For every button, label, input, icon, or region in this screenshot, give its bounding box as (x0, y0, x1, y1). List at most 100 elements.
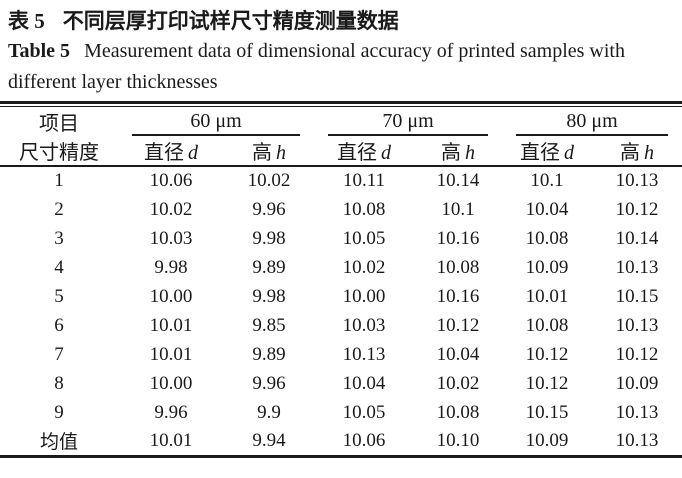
row-label: 7 (54, 343, 64, 365)
table-row: 3 10.03 9.98 10.05 10.16 10.08 10.14 (0, 224, 682, 253)
data-cell: 10.06 (149, 170, 193, 191)
data-cell: 9.98 (252, 227, 286, 249)
table-row: 2 10.02 9.96 10.08 10.1 10.04 10.12 (0, 195, 682, 224)
col-header-symbol: h (644, 142, 654, 164)
data-cell: 10.12 (525, 343, 569, 365)
col-header-symbol: h (465, 142, 475, 164)
col-header-symbol: d (381, 142, 391, 164)
row-label: 8 (54, 372, 64, 394)
row-label: 9 (54, 401, 64, 423)
data-cell: 10.02 (436, 372, 480, 394)
data-cell: 10.09 (525, 429, 569, 451)
data-cell: 9.98 (154, 256, 188, 278)
data-cell: 10.03 (149, 227, 193, 249)
data-cell: 10.16 (436, 227, 480, 249)
col-header-symbol: d (564, 142, 574, 164)
group-header-row: 项目 60 μm 70 μm 80 μm (0, 107, 682, 136)
data-cell: 10.06 (342, 429, 386, 451)
row-label: 均值 (39, 432, 78, 454)
data-cell: 10.12 (436, 314, 480, 336)
data-cell: 10.1 (441, 198, 475, 220)
data-cell: 10.09 (525, 256, 569, 278)
data-cell: 10.11 (342, 170, 386, 191)
table-row: 9 9.96 9.9 10.05 10.08 10.15 10.13 (0, 398, 682, 427)
data-cell: 10.12 (615, 343, 659, 365)
col-header-text: 高 (441, 142, 461, 164)
caption-zh-label: 表 5 (8, 9, 45, 33)
data-cell: 10.00 (149, 372, 193, 394)
data-cell: 10.01 (149, 314, 193, 336)
data-cell: 9.96 (154, 401, 188, 423)
data-cell: 10.12 (525, 372, 569, 394)
caption-en-label: Table 5 (8, 40, 71, 62)
table-row: 6 10.01 9.85 10.03 10.12 10.08 10.13 (0, 311, 682, 340)
group-header-60um: 60 μm (118, 107, 314, 136)
col-header-text: 直径 (144, 142, 184, 164)
row-label: 6 (54, 314, 64, 336)
data-cell: 10.02 (342, 256, 386, 278)
col-header-text: 高 (252, 142, 272, 164)
row-label: 1 (54, 170, 64, 191)
data-cell: 10.13 (615, 314, 659, 336)
row-label: 4 (54, 256, 64, 278)
data-cell: 10.00 (342, 285, 386, 307)
data-cell: 9.89 (252, 343, 286, 365)
col-header-symbol: d (188, 142, 198, 164)
table-body: 1 10.06 10.02 10.11 10.14 10.1 10.13 2 1… (0, 166, 682, 456)
caption-en-text: Measurement data of dimensional accuracy… (84, 40, 625, 62)
data-cell: 9.94 (252, 429, 286, 451)
data-cell: 10.12 (615, 198, 659, 220)
table-row: 1 10.06 10.02 10.11 10.14 10.1 10.13 (0, 166, 682, 195)
data-cell: 10.08 (525, 314, 569, 336)
data-cell: 10.13 (615, 429, 659, 451)
table-row: 7 10.01 9.89 10.13 10.04 10.12 10.12 (0, 340, 682, 369)
data-cell: 10.14 (436, 170, 480, 191)
row-label: 5 (54, 285, 64, 307)
data-cell: 10.08 (436, 256, 480, 278)
data-cell: 10.13 (342, 343, 386, 365)
data-cell: 10.03 (342, 314, 386, 336)
data-cell: 10.13 (615, 256, 659, 278)
col-header-text: 高 (620, 142, 640, 164)
col-header-symbol: h (276, 142, 286, 164)
data-cell: 10.13 (615, 401, 659, 423)
corner-header-top: 项目 (39, 113, 79, 135)
col-header-diameter-70: 直径 d (314, 136, 414, 167)
group-label-80um: 80 μm (516, 110, 668, 136)
data-cell: 10.15 (615, 285, 659, 307)
caption-en-line2: different layer thicknesses (8, 71, 218, 93)
data-cell: 9.89 (252, 256, 286, 278)
data-cell: 10.08 (342, 198, 386, 220)
caption-zh: 表 5 不同层厚打印试样尺寸精度测量数据 (8, 8, 682, 34)
data-cell: 10.01 (149, 429, 193, 451)
col-header-text: 直径 (337, 142, 377, 164)
group-header-70um: 70 μm (314, 107, 502, 136)
data-cell: 9.98 (252, 285, 286, 307)
data-cell: 10.05 (342, 401, 386, 423)
data-cell: 9.85 (252, 314, 286, 336)
row-label: 3 (54, 227, 64, 249)
group-label-60um: 60 μm (132, 110, 300, 136)
data-cell: 9.96 (252, 198, 286, 220)
table-row: 4 9.98 9.89 10.02 10.08 10.09 10.13 (0, 253, 682, 282)
group-header-80um: 80 μm (502, 107, 682, 136)
corner-header-bottom: 尺寸精度 (0, 136, 118, 167)
data-cell: 9.9 (257, 401, 281, 423)
data-cell: 10.16 (436, 285, 480, 307)
data-cell: 10.14 (615, 227, 659, 249)
data-cell: 10.01 (525, 285, 569, 307)
table-row-mean: 均值 10.01 9.94 10.06 10.10 10.09 10.13 (0, 427, 682, 456)
data-cell: 10.1 (530, 170, 564, 191)
data-cell: 10.04 (525, 198, 569, 220)
caption-en: Table 5 Measurement data of dimensional a… (8, 36, 682, 98)
data-cell: 10.15 (525, 401, 569, 423)
data-cell: 10.05 (342, 227, 386, 249)
data-cell: 10.02 (149, 198, 193, 220)
table-top-double-rule (0, 101, 682, 107)
